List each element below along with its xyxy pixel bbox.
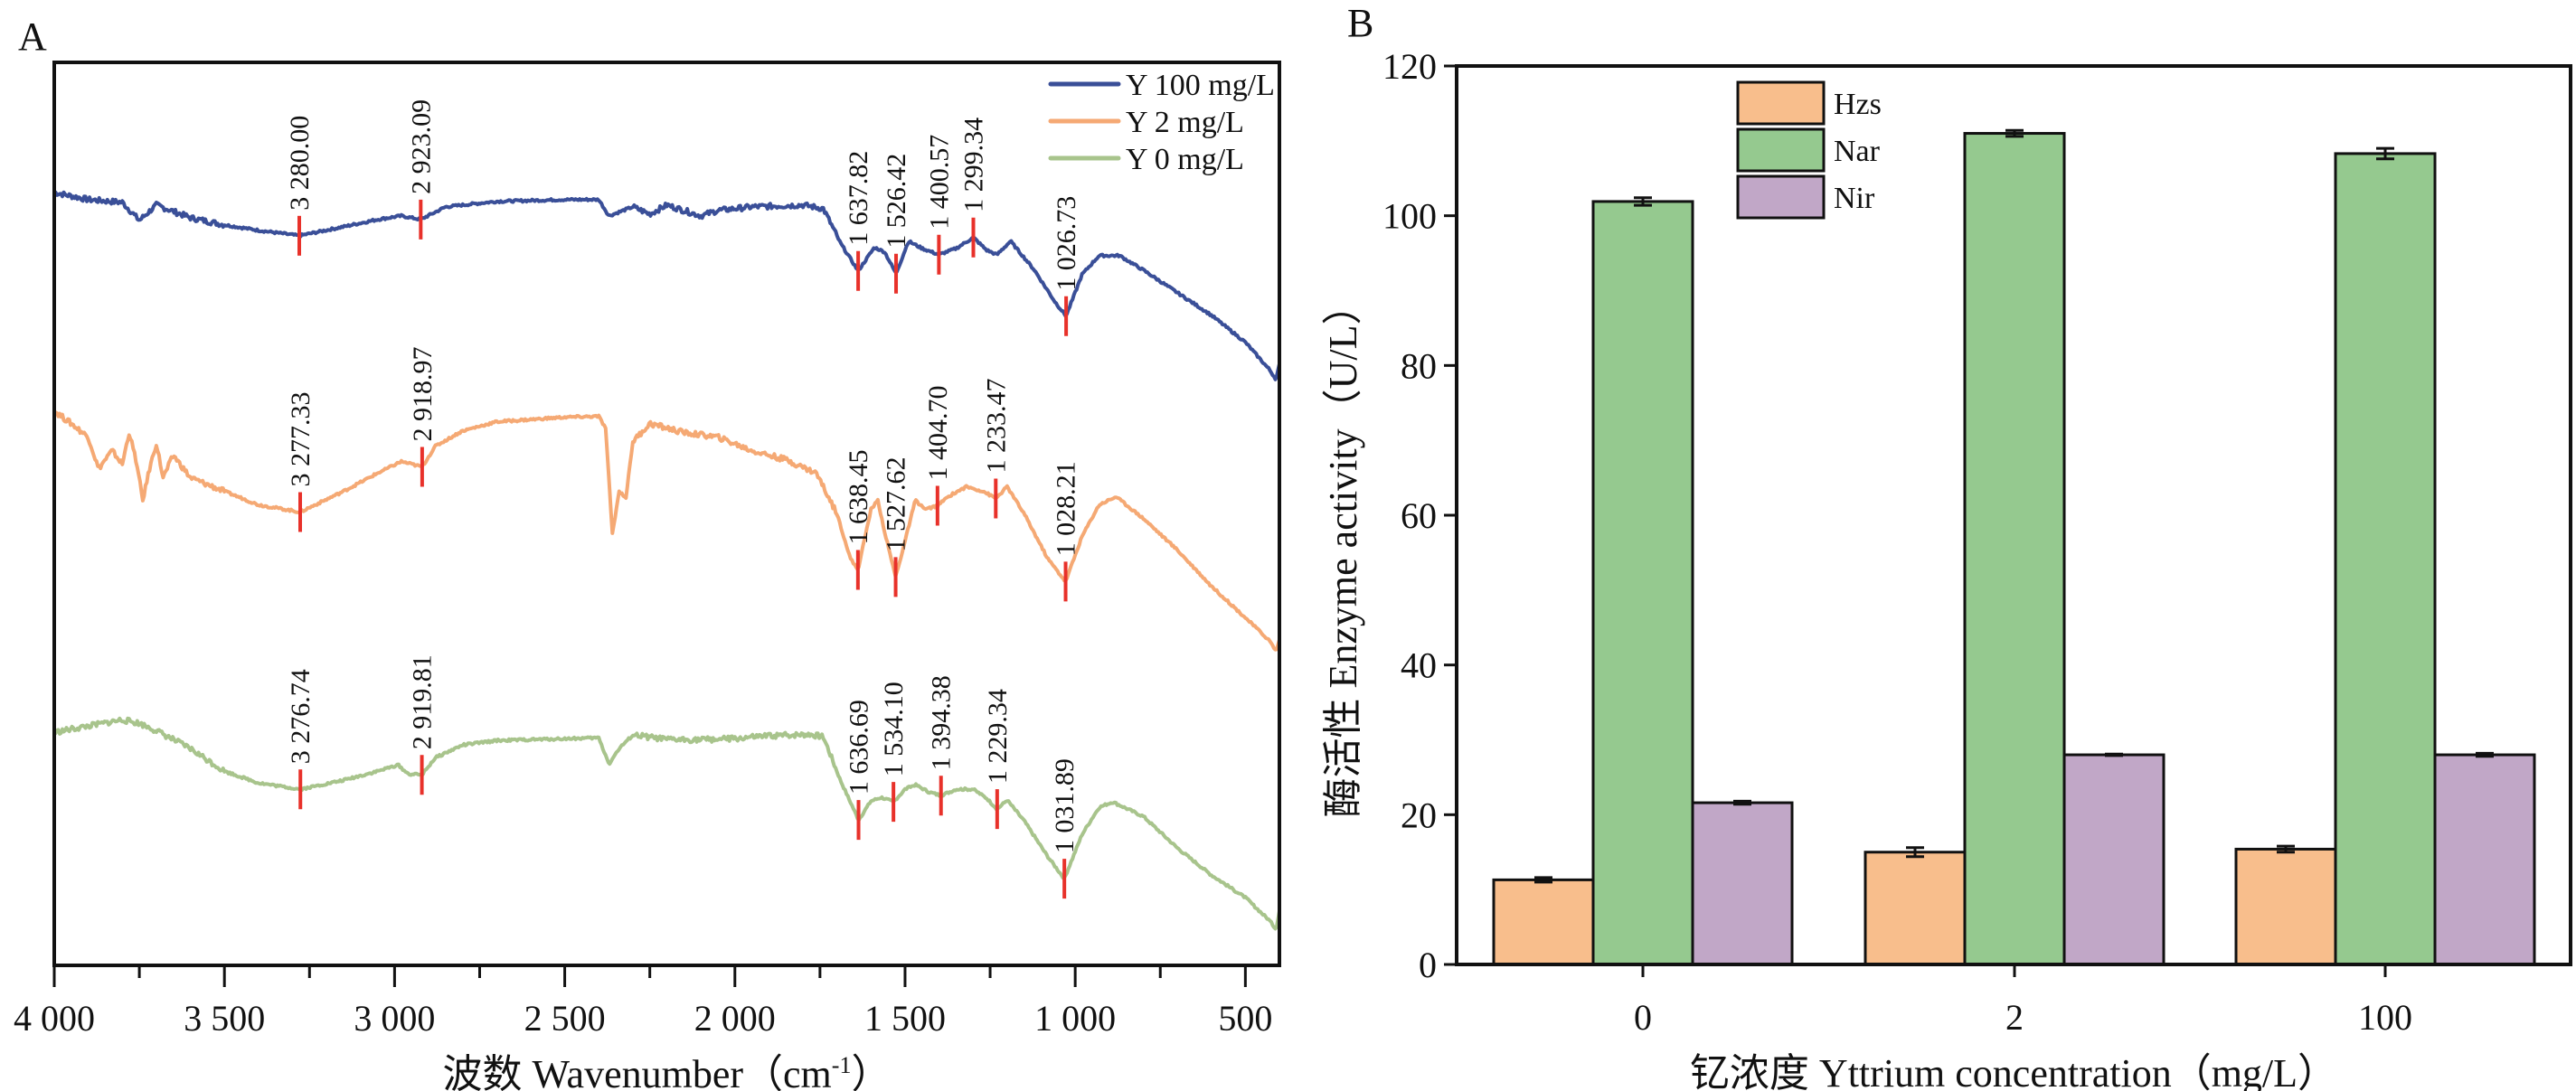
peak-label: 3 277.33 [286, 392, 316, 487]
y-axis-ticks-b: 0 20 40 60 80 100 120 [1382, 46, 1457, 985]
peak-label: 1 636.69 [845, 700, 874, 795]
legend-swatch-nir [1736, 174, 1826, 220]
bars [1492, 132, 2536, 966]
panel-label-a: A [18, 14, 47, 59]
legend-label: Y 0 mg/L [1126, 143, 1244, 176]
panel-label-b: B [1347, 1, 1373, 45]
enzyme-activity-panel: B 0 20 40 60 80 100 120 0 2 100 钇浓度 Yttrium conc… [1321, 1, 2572, 1091]
x-axis-title-a: 波数 Wavenumber（cm-1） [443, 1052, 892, 1091]
x-tick-label: 100 [2358, 997, 2412, 1038]
peak-label: 1 028.21 [1052, 461, 1081, 556]
peak-label: 1 526.42 [882, 154, 911, 249]
x-axis-ticks-b: 0 2 100 [1634, 964, 2412, 1038]
x-axis-title-close: ） [851, 1052, 891, 1091]
peak-label: 2 923.09 [406, 99, 436, 194]
y-tick-label: 120 [1382, 46, 1437, 87]
legend-a: Y 100 mg/L Y 2 mg/L Y 0 mg/L [1048, 69, 1275, 176]
legend-swatch-hzs [1736, 80, 1826, 126]
legend-label: Nir [1834, 182, 1875, 215]
y-axis-title-b: 酶活性 Enzyme activity（U/L） [1321, 286, 1365, 818]
peak-label: 1 400.57 [924, 135, 954, 230]
peak-label: 1 534.10 [879, 682, 909, 776]
peak-label: 1 394.38 [927, 675, 957, 770]
x-tick-label: 2 [2005, 997, 2024, 1038]
x-axis-ticks-a: 4 000 3 500 3 000 2 500 2 000 1 500 1 000 500 [14, 965, 1272, 1039]
spectrum-line-1 [52, 410, 1281, 652]
x-tick-label: 500 [1218, 998, 1272, 1039]
y-tick-label: 60 [1401, 495, 1437, 536]
peak-label: 2 918.97 [408, 347, 438, 442]
x-tick-label: 2 500 [524, 998, 606, 1039]
peak-label: 1 026.73 [1052, 196, 1081, 291]
spectrum-line-0 [53, 190, 1281, 381]
bar-nar [1963, 132, 2066, 966]
x-tick-label: 3 500 [184, 998, 265, 1039]
x-tick-label: 1 500 [864, 998, 946, 1039]
x-tick-label: 1 000 [1034, 998, 1116, 1039]
legend-b: Hzs Nar Nir [1736, 80, 1882, 220]
y-tick-label: 0 [1419, 945, 1437, 985]
peak-label: 1 638.45 [844, 449, 873, 544]
peak-markers: 3 280.00 2 923.09 1 637.82 1 526.42 1 400.57… [285, 99, 1081, 899]
y-tick-label: 80 [1401, 345, 1437, 386]
bar-hzs [1492, 878, 1595, 966]
legend-label: Y 100 mg/L [1126, 69, 1275, 102]
y-tick-label: 100 [1382, 196, 1437, 237]
bar-nir [2433, 753, 2536, 966]
peak-label: 2 919.81 [408, 654, 438, 749]
peak-label: 1 233.47 [981, 379, 1011, 474]
x-tick-label: 3 000 [354, 998, 435, 1039]
error-bars [1534, 128, 2494, 884]
y-tick-label: 20 [1401, 795, 1437, 835]
x-axis-title-b: 钇浓度 Yttrium concentration（mg/L） [1690, 1051, 2337, 1091]
x-tick-label: 4 000 [14, 998, 95, 1039]
bar-nir [2062, 753, 2166, 966]
bar-nir [1691, 801, 1794, 966]
peak-label: 1 229.34 [983, 689, 1013, 784]
y-tick-label: 40 [1401, 645, 1437, 686]
bar-hzs [2234, 847, 2337, 966]
bar-nar [1591, 200, 1694, 966]
peak-label: 3 276.74 [286, 669, 316, 764]
peak-label: 1 299.34 [958, 118, 988, 212]
spectrum-line-2 [52, 716, 1281, 931]
legend-label: Nar [1834, 135, 1881, 168]
bar-nar [2334, 152, 2437, 966]
peak-label: 1 404.70 [923, 386, 953, 481]
peak-label: 1 527.62 [882, 456, 911, 551]
legend-label: Hzs [1834, 88, 1882, 121]
x-axis-title-superscript: -1 [832, 1052, 852, 1078]
peak-label: 1 031.89 [1050, 758, 1080, 853]
legend-label: Y 2 mg/L [1126, 106, 1244, 139]
ftir-spectra-panel: A 3 280.00 2 923.09 1 637.82 1 526.42 1 400.… [14, 14, 1281, 1091]
x-tick-label: 0 [1634, 997, 1652, 1038]
spectrum-traces [52, 190, 1281, 931]
plot-frame-a [52, 61, 1281, 967]
bar-hzs [1864, 851, 1967, 966]
peak-label: 3 280.00 [285, 116, 315, 211]
x-tick-label: 2 000 [694, 998, 776, 1039]
legend-swatch-nar [1736, 127, 1826, 173]
peak-label: 1 637.82 [844, 151, 873, 246]
x-axis-title-main: 波数 Wavenumber（cm [443, 1052, 832, 1091]
